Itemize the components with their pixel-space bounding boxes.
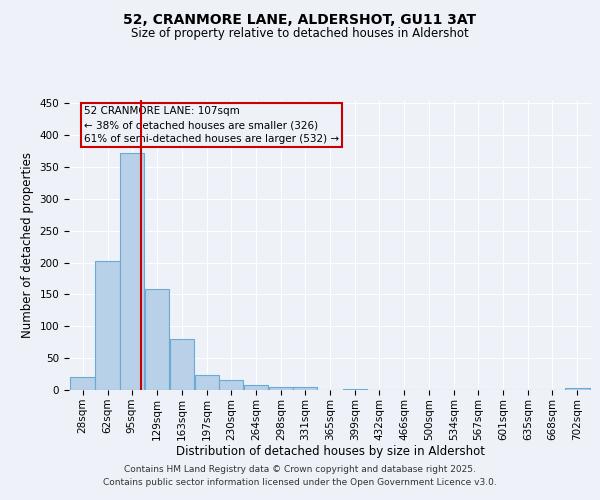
Text: Contains public sector information licensed under the Open Government Licence v3: Contains public sector information licen… bbox=[103, 478, 497, 487]
Bar bbox=[293, 388, 317, 390]
Text: 52 CRANMORE LANE: 107sqm
← 38% of detached houses are smaller (326)
61% of semi-: 52 CRANMORE LANE: 107sqm ← 38% of detach… bbox=[84, 106, 339, 144]
Bar bbox=[194, 376, 219, 390]
Bar bbox=[95, 260, 119, 390]
Bar bbox=[565, 388, 590, 390]
Bar bbox=[244, 385, 268, 390]
Bar bbox=[145, 290, 169, 390]
Bar bbox=[119, 153, 144, 390]
Bar bbox=[70, 378, 95, 390]
Y-axis label: Number of detached properties: Number of detached properties bbox=[21, 152, 34, 338]
Bar bbox=[269, 387, 293, 390]
Bar bbox=[170, 339, 194, 390]
Text: Contains HM Land Registry data © Crown copyright and database right 2025.: Contains HM Land Registry data © Crown c… bbox=[124, 466, 476, 474]
Bar bbox=[343, 388, 367, 390]
X-axis label: Distribution of detached houses by size in Aldershot: Distribution of detached houses by size … bbox=[176, 446, 485, 458]
Text: Size of property relative to detached houses in Aldershot: Size of property relative to detached ho… bbox=[131, 28, 469, 40]
Text: 52, CRANMORE LANE, ALDERSHOT, GU11 3AT: 52, CRANMORE LANE, ALDERSHOT, GU11 3AT bbox=[124, 12, 476, 26]
Bar bbox=[219, 380, 243, 390]
